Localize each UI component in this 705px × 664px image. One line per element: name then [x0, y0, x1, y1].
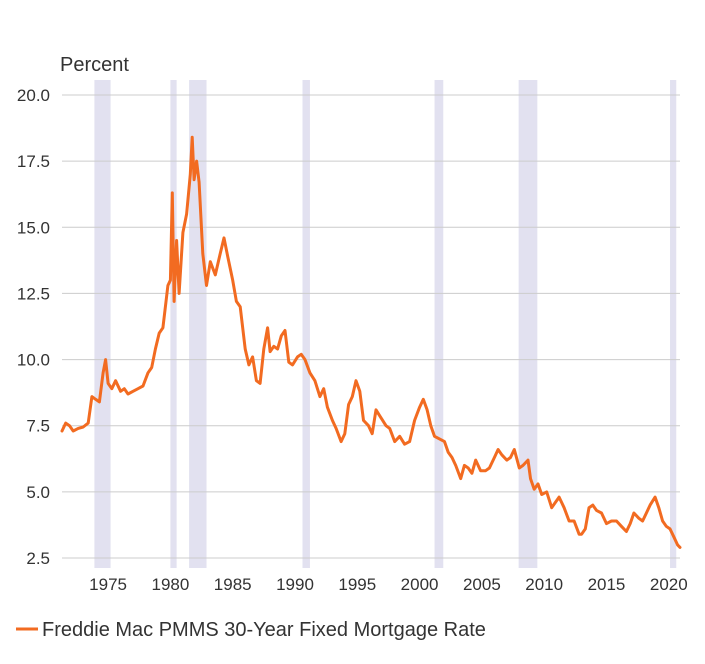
- recession-band: [670, 80, 677, 568]
- x-axis-tick-labels: 1975 1980 1985 1990 1995 2000 2005 2010 2015 2020: [89, 575, 688, 594]
- gridlines: [62, 94, 680, 559]
- y-tick-label: 2.5: [26, 549, 50, 568]
- x-tick-label: 1985: [214, 575, 252, 594]
- series-line: [60, 135, 682, 549]
- x-tick-label: 2015: [588, 575, 626, 594]
- recession-bands: [94, 80, 677, 568]
- recession-band: [170, 80, 177, 568]
- x-tick-label: 2020: [650, 575, 688, 594]
- x-tick-label: 1990: [276, 575, 314, 594]
- recession-band: [434, 80, 444, 568]
- legend: Freddie Mac PMMS 30-Year Fixed Mortgage …: [16, 619, 486, 641]
- x-tick-label: 1995: [338, 575, 376, 594]
- y-tick-label: 7.5: [26, 417, 50, 436]
- recession-band: [94, 80, 111, 568]
- y-tick-label: 10.0: [17, 351, 50, 370]
- series: [60, 135, 682, 549]
- y-axis-label: Percent: [60, 54, 129, 76]
- legend-label: Freddie Mac PMMS 30-Year Fixed Mortgage …: [42, 619, 486, 641]
- recession-band: [189, 80, 207, 568]
- recession-band: [302, 80, 310, 568]
- x-tick-label: 2010: [525, 575, 563, 594]
- x-tick-label: 2000: [401, 575, 439, 594]
- y-tick-label: 5.0: [26, 483, 50, 502]
- y-tick-label: 17.5: [17, 152, 50, 171]
- x-tick-label: 1980: [151, 575, 189, 594]
- y-axis-tick-labels: 2.5 5.0 7.5 10.0 12.5 15.0 17.5 20.0: [17, 86, 50, 568]
- x-tick-label: 1975: [89, 575, 127, 594]
- recession-band: [518, 80, 538, 568]
- y-tick-label: 20.0: [17, 86, 50, 105]
- x-tick-label: 2005: [463, 575, 501, 594]
- y-tick-label: 15.0: [17, 218, 50, 237]
- y-tick-label: 12.5: [17, 284, 50, 303]
